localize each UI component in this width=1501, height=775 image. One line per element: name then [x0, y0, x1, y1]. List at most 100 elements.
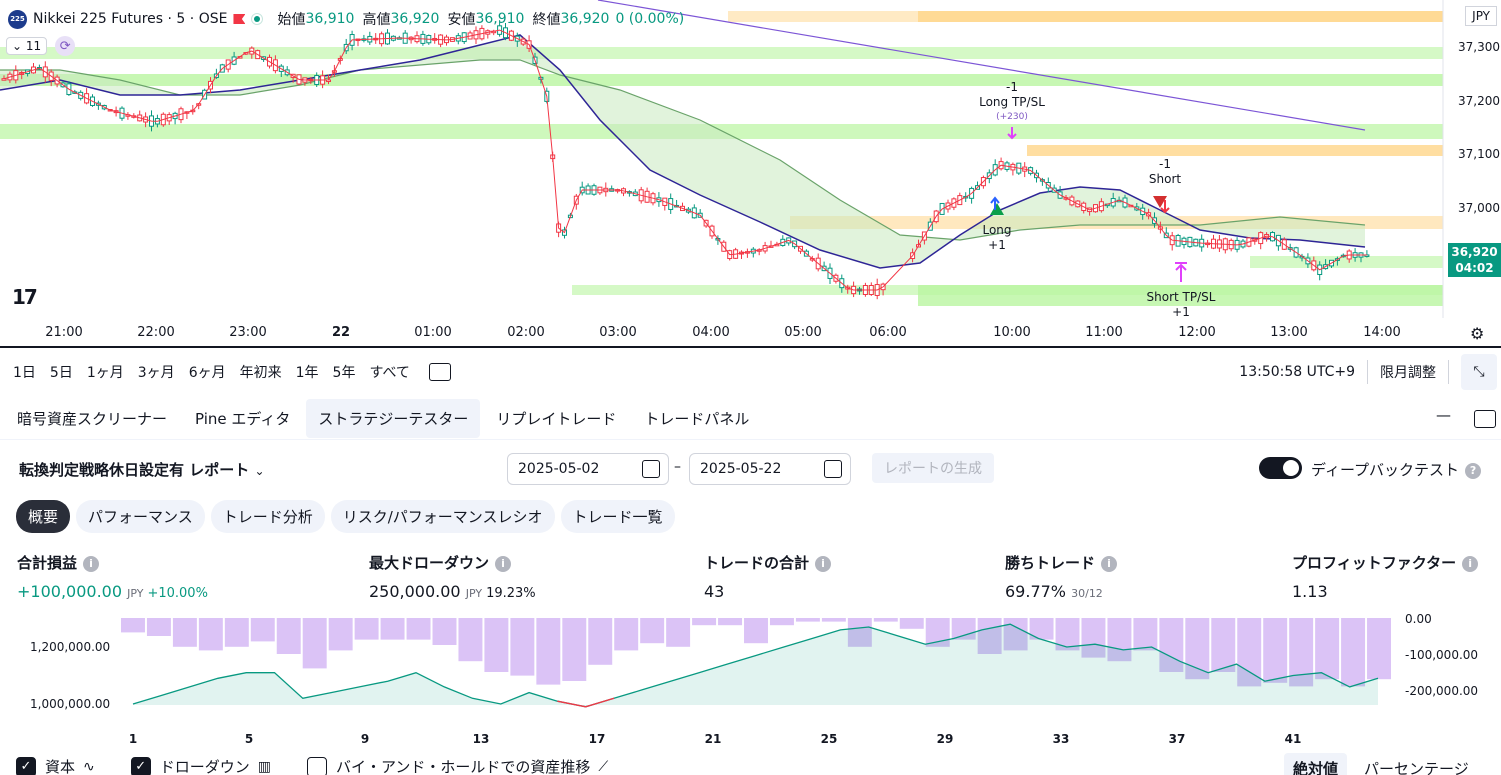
trade-number-tick: 33 — [1052, 732, 1070, 746]
sync-icon[interactable]: ⟳ — [55, 36, 76, 56]
calendar-range-icon[interactable] — [428, 363, 451, 381]
range-5d[interactable]: 5日 — [49, 365, 73, 381]
drawdown-bar — [821, 618, 846, 622]
drawdown-bar — [1107, 618, 1132, 662]
tab-replay[interactable]: リプレイトレード — [496, 410, 617, 428]
deep-backtest-toggle[interactable] — [1259, 457, 1302, 479]
tab-crypto-screener[interactable]: 暗号資産スクリーナー — [17, 410, 168, 428]
time-tick: 14:00 — [1363, 325, 1401, 340]
drawdown-bar — [224, 618, 249, 647]
tradingview-logo[interactable]: 17 — [12, 285, 38, 309]
tab-pine-editor[interactable]: Pine エディタ — [195, 410, 291, 428]
symbol-logo[interactable]: 225 — [8, 9, 27, 29]
close-value: 36,920 — [560, 11, 610, 27]
symbol-title[interactable]: Nikkei 225 Futures · 5 · OSE — [33, 11, 228, 27]
time-tick: 05:00 — [784, 325, 822, 340]
drawdown-bar — [432, 618, 457, 645]
dd-percent: 19.23% — [486, 586, 536, 601]
bar-countdown: 04:02 — [1455, 261, 1494, 275]
drawdown-bar — [1263, 618, 1288, 683]
range-5y[interactable]: 5年 — [332, 365, 356, 381]
equity-legend: ✓ 資本 ∿ ✓ ドローダウン ▥ バイ・アンド・ホールドでの資産推移 ⟋ — [16, 756, 644, 775]
close-label: 終値 — [532, 12, 561, 28]
trade-number-tick: 21 — [704, 732, 722, 746]
sr-zone — [1027, 145, 1443, 156]
date-from-input[interactable]: 2025-05-02 — [507, 453, 669, 485]
info-icon[interactable]: i — [495, 555, 512, 572]
time-tick: 02:00 — [507, 325, 545, 340]
short-label: Short — [1148, 172, 1182, 186]
clock[interactable]: 13:50:58 UTC+9 — [1239, 364, 1355, 380]
symbol-legend: 225 Nikkei 225 Futures · 5 · OSE 始値 36,91… — [8, 9, 684, 29]
absolute-button[interactable]: 絶対値 — [1284, 753, 1348, 775]
equity-chart[interactable] — [0, 610, 1501, 730]
price-chart-canvas[interactable] — [0, 0, 1501, 346]
high-value: 36,920 — [390, 11, 440, 27]
drawdown-bar — [302, 618, 327, 669]
subtab-trade-list[interactable]: トレード一覧 — [560, 500, 675, 533]
strategy-title-text: 転換判定戦略休日設定有 レポート — [19, 461, 250, 479]
bar-chart-icon: ▥ — [257, 758, 271, 775]
settings-icon[interactable]: ⚙ — [1470, 324, 1485, 343]
time-tick: 10:00 — [993, 325, 1031, 340]
market-status-icon[interactable] — [251, 13, 264, 25]
strategy-title[interactable]: 転換判定戦略休日設定有 レポート ⌄ — [19, 459, 265, 480]
subtab-risk-ratios[interactable]: リスク/パフォーマンスレシオ — [330, 500, 555, 533]
legend-drawdown[interactable]: ✓ ドローダウン ▥ — [130, 756, 271, 775]
checkbox-checked-icon[interactable]: ✓ — [16, 756, 36, 775]
range-1d[interactable]: 1日 — [13, 365, 36, 381]
drawdown-bar — [354, 618, 379, 640]
legend-buyhold-label: バイ・アンド・ホールドでの資産推移 — [336, 758, 591, 775]
contract-adjust-button[interactable]: 限月調整 — [1380, 365, 1436, 381]
trade-markers — [990, 127, 1187, 282]
long-tp-label: Long TP/SL — [979, 95, 1045, 109]
minimize-icon[interactable]: — — [1436, 406, 1451, 424]
trade-number-tick: 37 — [1168, 732, 1186, 746]
range-1m[interactable]: 1ヶ月 — [86, 365, 124, 381]
indicator-toggle[interactable]: ⌄ 11 — [6, 37, 48, 55]
pnl-unit: JPY — [127, 587, 144, 600]
info-icon[interactable]: i — [1462, 555, 1479, 572]
checkbox-checked-icon[interactable]: ✓ — [130, 756, 151, 775]
range-1y[interactable]: 1年 — [295, 365, 319, 381]
currency-selector[interactable]: JPY — [1465, 6, 1497, 26]
calendar-icon[interactable] — [642, 460, 660, 478]
ma-short-line — [3, 29, 1367, 291]
range-all[interactable]: すべて — [369, 365, 410, 381]
generate-report-button[interactable]: レポートの生成 — [872, 453, 994, 483]
metric-winning-trades: 勝ちトレード i 69.77% 30/12 — [1005, 552, 1118, 601]
legend-equity[interactable]: ✓ 資本 ∿ — [16, 756, 95, 775]
win-detail: 30/12 — [1071, 587, 1103, 600]
price-tick: 37,100 — [1458, 147, 1500, 161]
info-icon[interactable]: i — [815, 555, 832, 572]
drawdown-bar — [692, 618, 717, 626]
range-ytd[interactable]: 年初来 — [239, 365, 282, 381]
info-icon[interactable]: i — [1101, 555, 1118, 572]
metric-value: 1.13 — [1292, 582, 1478, 601]
help-icon[interactable]: ? — [1465, 462, 1482, 479]
drawdown-bar — [744, 618, 768, 644]
drawdown-bar — [172, 618, 197, 647]
subtab-trade-analysis[interactable]: トレード分析 — [210, 500, 325, 533]
calendar-icon[interactable] — [824, 460, 842, 478]
subtab-performance[interactable]: パフォーマンス — [76, 500, 205, 533]
percentage-button[interactable]: パーセンテージ — [1364, 760, 1469, 775]
maximize-icon[interactable] — [1474, 410, 1496, 428]
date-to-input[interactable]: 2025-05-22 — [689, 453, 851, 485]
tab-strategy-tester[interactable]: ストラテジーテスター — [306, 399, 481, 438]
checkbox-unchecked-icon[interactable] — [307, 756, 327, 775]
tab-trading-panel[interactable]: トレードパネル — [644, 410, 750, 428]
flag-icon[interactable] — [233, 14, 246, 24]
drawdown-bar — [380, 618, 405, 640]
legend-buy-hold[interactable]: バイ・アンド・ホールドでの資産推移 ⟋ — [307, 756, 608, 775]
range-6m[interactable]: 6ヶ月 — [188, 365, 226, 381]
short-tp-annotation: Short TP/SL +1 — [1147, 290, 1216, 320]
trade-number-tick: 13 — [472, 732, 490, 746]
range-3m[interactable]: 3ヶ月 — [137, 365, 175, 381]
metric-label-text: 合計損益 — [17, 554, 78, 572]
price-chart[interactable]: 225 Nikkei 225 Futures · 5 · OSE 始値 36,91… — [0, 0, 1501, 348]
long-label: Long — [982, 223, 1012, 237]
collapse-arrows-icon[interactable]: ⤡ — [1461, 354, 1497, 390]
subtab-overview[interactable]: 概要 — [16, 500, 71, 533]
info-icon[interactable]: i — [83, 555, 100, 572]
